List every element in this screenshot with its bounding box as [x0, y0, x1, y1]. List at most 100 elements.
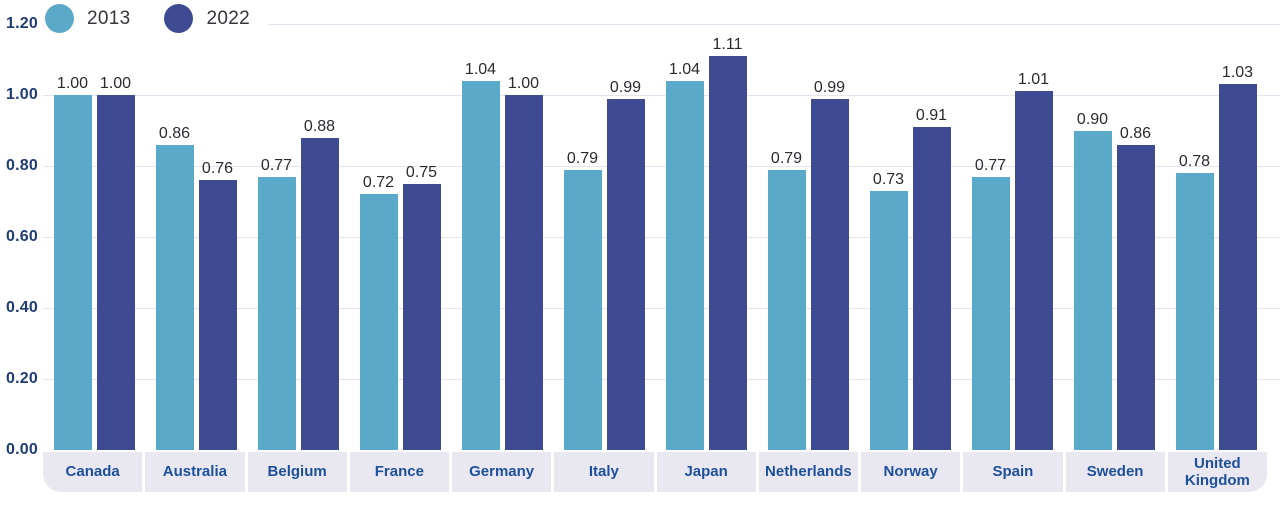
bar-value-label: 1.00 — [507, 75, 540, 92]
bar-column: 0.73 — [869, 170, 908, 450]
bar-group-france: 0.72 0.75 — [349, 0, 451, 450]
bar-group-australia: 0.86 0.76 — [145, 0, 247, 450]
bar-2022-belgium — [300, 137, 339, 450]
bar-group-canada: 1.00 1.00 — [43, 0, 145, 450]
bar-value-label: 0.86 — [158, 124, 191, 142]
gridline — [43, 379, 1280, 380]
x-axis-label-norway: Norway — [861, 452, 961, 492]
bar-2013-france — [359, 194, 398, 450]
bar-value-label: 0.86 — [1119, 124, 1152, 142]
bar-column: 0.77 — [971, 156, 1010, 450]
bar-value-label: 0.72 — [362, 174, 395, 192]
x-axis-label-japan: Japan — [656, 452, 756, 492]
y-tick-label: 0.40 — [6, 299, 38, 316]
legend-item-2013: 2013 — [45, 4, 130, 33]
bar-2022-sweden — [1116, 144, 1155, 450]
bar-value-label: 0.73 — [872, 170, 905, 188]
bar-2022-germany — [504, 95, 543, 450]
bar-value-label: 1.00 — [99, 75, 132, 92]
bar-value-label: 0.78 — [1178, 153, 1211, 171]
bar-2013-sweden — [1073, 130, 1112, 450]
x-axis-label-germany: Germany — [452, 452, 552, 492]
bar-2013-norway — [869, 190, 908, 450]
gridline — [43, 237, 1280, 238]
legend-label: 2022 — [206, 7, 250, 29]
bar-column: 0.75 — [402, 163, 441, 450]
bar-column: 0.78 — [1175, 153, 1214, 450]
plot-area: 1.00 1.00 0.86 0.76 0.77 0.88 0.72 0.75 1.04 1.00… — [43, 0, 1267, 450]
x-axis-label-canada: Canada — [43, 452, 143, 492]
bar-column: 0.79 — [767, 149, 806, 450]
bar-column: 1.00 — [504, 75, 543, 450]
x-axis-label-italy: Italy — [554, 452, 654, 492]
bar-2022-australia — [198, 180, 237, 450]
bar-value-label: 0.77 — [974, 156, 1007, 174]
bar-column: 0.99 — [606, 78, 645, 450]
x-axis-label-sweden: Sweden — [1065, 452, 1165, 492]
x-axis-band: Canada Australia Belgium France Germany Italy… — [43, 452, 1267, 492]
bar-group-netherlands: 0.79 0.99 — [757, 0, 859, 450]
bar-2013-italy — [563, 169, 602, 450]
bar-2013-australia — [155, 144, 194, 450]
bar-column: 1.04 — [461, 60, 500, 450]
bar-column: 0.99 — [810, 78, 849, 450]
bar-value-label: 0.99 — [813, 78, 846, 96]
chart-legend: 2013 2022 — [45, 4, 268, 33]
x-axis-label-netherlands: Netherlands — [758, 452, 858, 492]
bar-value-label: 0.75 — [405, 163, 438, 181]
gridline — [43, 24, 1280, 25]
x-axis-label-belgium: Belgium — [247, 452, 347, 492]
bar-value-label: 0.79 — [566, 149, 599, 167]
bar-value-label: 0.77 — [260, 156, 293, 174]
legend-label: 2013 — [87, 7, 131, 29]
bar-2022-france — [402, 183, 441, 450]
gridline — [43, 166, 1280, 167]
bar-2022-norway — [912, 126, 951, 450]
bar-value-label: 0.90 — [1076, 110, 1109, 128]
bar-value-label: 0.99 — [609, 78, 642, 96]
y-tick-label: 0.60 — [6, 228, 38, 245]
bar-value-label: 0.79 — [770, 149, 803, 167]
bar-column: 0.72 — [359, 174, 398, 450]
bar-2013-canada — [53, 95, 92, 450]
bar-column: 1.03 — [1218, 64, 1257, 450]
bar-group-spain: 0.77 1.01 — [961, 0, 1063, 450]
bar-group-italy: 0.79 0.99 — [553, 0, 655, 450]
bar-group-united-kingdom: 0.78 1.03 — [1165, 0, 1267, 450]
legend-swatch-icon — [164, 4, 194, 33]
bar-group-norway: 0.73 0.91 — [859, 0, 961, 450]
bar-value-label: 1.11 — [712, 35, 743, 53]
bar-column: 1.11 — [708, 35, 747, 450]
x-axis-label-united-kingdom: United Kingdom — [1167, 452, 1267, 492]
y-tick-label: 0.00 — [6, 441, 38, 458]
bar-column: 0.76 — [198, 160, 237, 450]
bar-2022-united-kingdom — [1218, 84, 1257, 450]
bar-group-germany: 1.04 1.00 — [451, 0, 553, 450]
bar-value-label: 0.88 — [303, 117, 336, 135]
bar-column: 1.01 — [1014, 72, 1053, 450]
bar-column: 1.00 — [53, 76, 92, 450]
x-axis-label-australia: Australia — [145, 452, 245, 492]
bar-group-belgium: 0.77 0.88 — [247, 0, 349, 450]
bar-value-label: 1.04 — [464, 60, 497, 78]
bar-value-label: 1.04 — [668, 60, 701, 78]
bar-group-japan: 1.04 1.11 — [655, 0, 757, 450]
bar-2022-spain — [1014, 91, 1053, 450]
bar-value-label: 0.91 — [915, 106, 948, 124]
bar-value-label: 0.76 — [201, 160, 234, 178]
bar-2013-netherlands — [767, 169, 806, 450]
bar-column: 1.00 — [96, 75, 135, 450]
bar-column: 0.79 — [563, 149, 602, 450]
bar-column: 1.04 — [665, 60, 704, 450]
gridline — [43, 95, 1280, 96]
bar-value-label: 1.03 — [1221, 64, 1254, 82]
bar-group-sweden: 0.90 0.86 — [1063, 0, 1165, 450]
x-axis-label-france: France — [349, 452, 449, 492]
bar-2013-united-kingdom — [1175, 173, 1214, 450]
bar-column: 0.86 — [155, 124, 194, 450]
bar-column: 0.77 — [257, 156, 296, 450]
bar-2013-japan — [665, 80, 704, 450]
bar-2022-italy — [606, 98, 645, 450]
bar-column: 0.86 — [1116, 124, 1155, 450]
